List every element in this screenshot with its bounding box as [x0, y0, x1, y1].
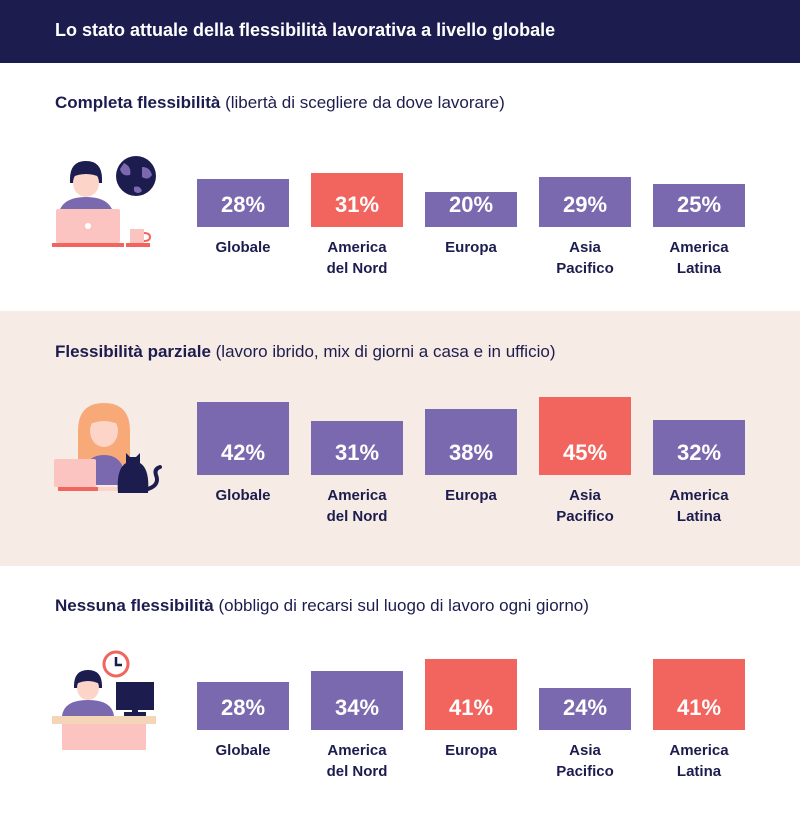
bar: 31% [311, 421, 403, 475]
bar: 31% [311, 173, 403, 227]
bar-value-label: 34% [334, 695, 380, 720]
section-no-flexibility: Nessuna flessibilità (obbligo di recarsi… [0, 566, 800, 820]
page-title: Lo stato attuale della flessibilità lavo… [55, 20, 556, 40]
section-title-main: Completa flessibilità [55, 93, 221, 112]
section-partial-flexibility: Flessibilità parziale (lavoro ibrido, mi… [0, 311, 800, 566]
bar-value-label: 45% [562, 440, 608, 465]
section-subtitle: (lavoro ibrido, mix di giorni a casa e i… [215, 342, 556, 361]
bar-value-label: 41% [448, 695, 494, 720]
category-label: Globale [215, 742, 271, 759]
header-bar: Lo stato attuale della flessibilità lavo… [0, 0, 800, 63]
bar-value-label: 31% [334, 192, 380, 217]
section-title: Nessuna flessibilità (obbligo di recarsi… [55, 596, 589, 616]
bar: 41% [653, 659, 745, 730]
bar-value-label: 28% [220, 192, 266, 217]
category-label: Europa [445, 239, 497, 256]
category-label: Globale [215, 239, 271, 256]
person-laptop-cat-icon [54, 403, 162, 493]
category-label: America del Nord [326, 239, 388, 277]
category-label: Asia Pacifico [556, 487, 614, 525]
bar: 28% [197, 682, 289, 730]
bar: 38% [425, 409, 517, 475]
section-title: Flessibilità parziale (lavoro ibrido, mi… [55, 342, 555, 362]
category-label: Europa [445, 487, 497, 504]
bar-value-label: 28% [220, 695, 266, 720]
bar: 28% [197, 179, 289, 227]
bar-value-label: 32% [676, 440, 722, 465]
category-label: America Latina [669, 487, 729, 525]
bar-value-label: 24% [562, 695, 608, 720]
category-label: America Latina [669, 239, 729, 277]
category-label: Asia Pacifico [556, 239, 614, 277]
person-laptop-globe-icon [52, 156, 156, 247]
bar-value-label: 20% [448, 192, 494, 217]
bar: 29% [539, 177, 631, 227]
category-label: Asia Pacifico [556, 742, 614, 780]
bar: 25% [653, 184, 745, 227]
bar-value-label: 41% [676, 695, 722, 720]
section-full-flexibility: Completa flessibilità (libertà di scegli… [0, 63, 800, 311]
bar-value-label: 38% [448, 440, 494, 465]
section-subtitle: (libertà di scegliere da dove lavorare) [225, 93, 505, 112]
category-label: America del Nord [326, 742, 388, 780]
category-label: America Latina [669, 742, 729, 780]
bar-value-label: 42% [220, 440, 266, 465]
category-label: America del Nord [326, 487, 388, 525]
section-title: Completa flessibilità (libertà di scegli… [55, 93, 505, 113]
bar: 45% [539, 397, 631, 475]
bar: 41% [425, 659, 517, 730]
section-title-main: Flessibilità parziale [55, 342, 211, 361]
category-label: Europa [445, 742, 497, 759]
bar: 34% [311, 671, 403, 730]
bar-value-label: 25% [676, 192, 722, 217]
bar: 20% [425, 192, 517, 227]
category-label: Globale [215, 487, 271, 504]
bar-value-label: 31% [334, 440, 380, 465]
bar: 24% [539, 688, 631, 730]
person-desk-clock-icon [52, 650, 156, 750]
section-title-main: Nessuna flessibilità [55, 596, 214, 615]
bar-value-label: 29% [562, 192, 608, 217]
section-subtitle: (obbligo di recarsi sul luogo di lavoro … [218, 596, 589, 615]
bar: 42% [197, 402, 289, 475]
bar: 32% [653, 420, 745, 475]
